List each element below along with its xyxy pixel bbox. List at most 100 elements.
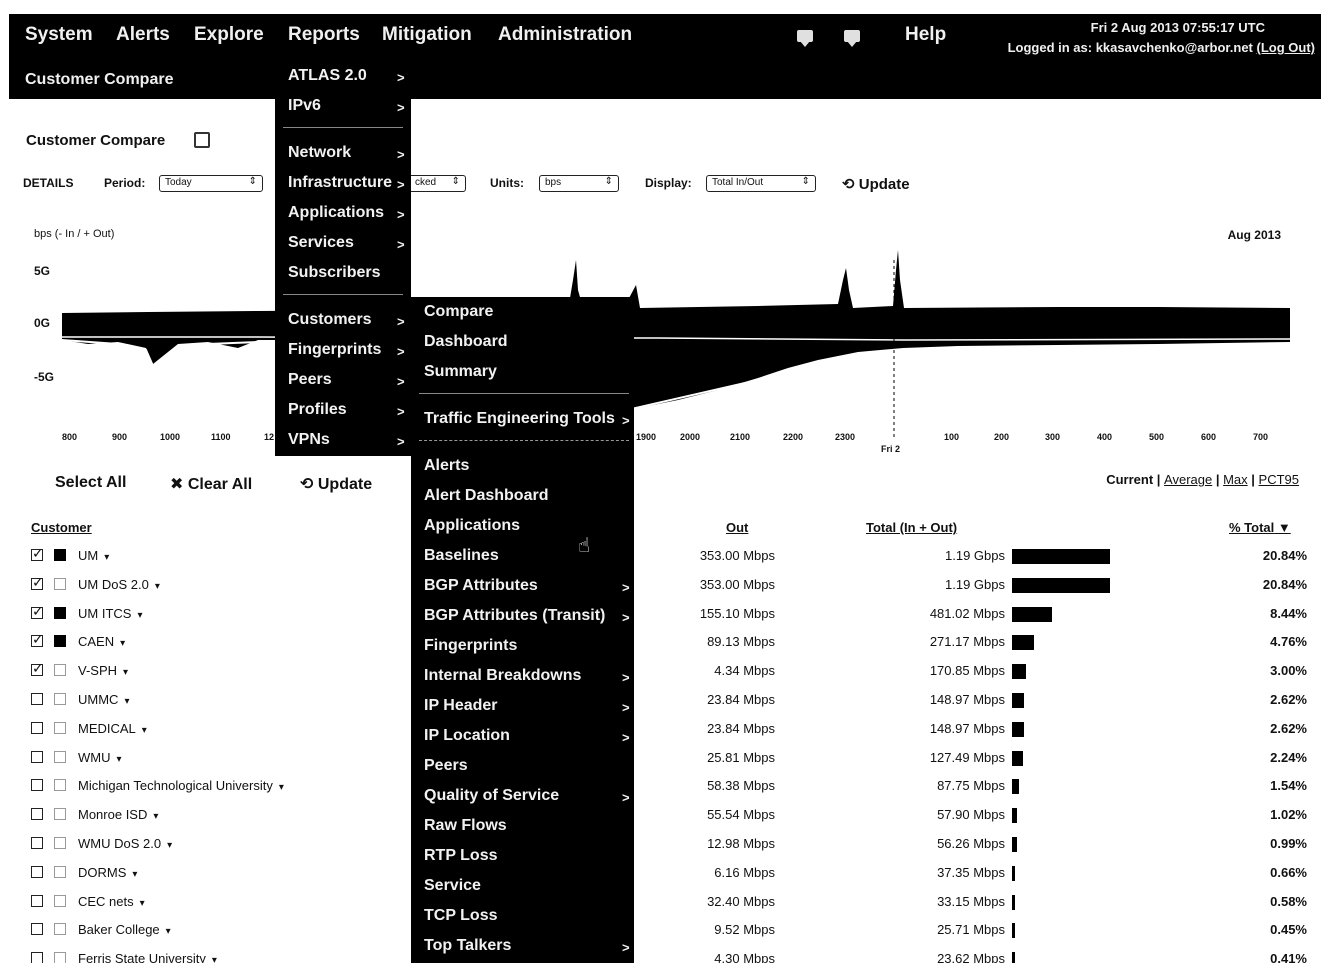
export-icon[interactable]: [194, 132, 210, 148]
menu-item-network[interactable]: Network: [288, 144, 352, 161]
submenu-item-raw-flows[interactable]: Raw Flows: [424, 817, 507, 834]
update-button-top[interactable]: ⟲ Update: [842, 175, 910, 193]
customer-name[interactable]: WMU ▾: [78, 750, 122, 765]
row-checkbox[interactable]: [31, 721, 43, 734]
update-button-bottom[interactable]: ⟲ Update: [300, 474, 372, 494]
row-dropdown-icon[interactable]: ▾: [139, 897, 145, 909]
submenu-item-compare[interactable]: Compare: [424, 303, 494, 320]
submenu-item-bgp-attributes[interactable]: BGP Attributes: [424, 577, 538, 594]
submenu-item-internal-breakdowns[interactable]: Internal Breakdowns: [424, 667, 582, 684]
menu-item-atlas[interactable]: ATLAS 2.0: [288, 67, 367, 84]
nav-alerts[interactable]: Alerts: [116, 24, 170, 45]
customer-name[interactable]: MEDICAL ▾: [78, 721, 147, 736]
row-checkbox[interactable]: [31, 837, 43, 849]
menu-item-peers[interactable]: Peers: [288, 371, 332, 388]
nav-explore[interactable]: Explore: [194, 24, 264, 45]
customer-name[interactable]: CEC nets ▾: [78, 894, 145, 909]
row-checkbox[interactable]: [31, 952, 43, 963]
row-checkbox[interactable]: [31, 693, 43, 705]
column-header-customer[interactable]: Customer: [31, 520, 92, 535]
row-checkbox[interactable]: [31, 894, 43, 907]
submenu-item-ip-location[interactable]: IP Location: [424, 727, 510, 744]
submenu-item-summary[interactable]: Summary: [424, 363, 497, 380]
row-dropdown-icon[interactable]: ▾: [120, 638, 126, 650]
period-select[interactable]: Today ⇕: [159, 175, 263, 192]
submenu-item-alerts[interactable]: Alerts: [424, 457, 470, 474]
submenu-item-ip-header[interactable]: IP Header: [424, 697, 498, 714]
submenu-item-traffic-engineering[interactable]: Traffic Engineering Tools: [424, 410, 615, 427]
customer-name[interactable]: Michigan Technological University ▾: [78, 778, 284, 793]
row-dropdown-icon[interactable]: ▾: [124, 696, 130, 707]
customer-name[interactable]: V-SPH ▾: [78, 663, 128, 678]
menu-item-services[interactable]: Services: [288, 234, 354, 251]
row-dropdown-icon[interactable]: ▾: [165, 926, 171, 938]
row-dropdown-icon[interactable]: ▾: [278, 782, 284, 794]
row-dropdown-icon[interactable]: ▾: [154, 580, 160, 592]
nav-help[interactable]: Help: [905, 24, 947, 45]
row-dropdown-icon[interactable]: ▾: [104, 552, 110, 563]
submenu-item-top-talkers[interactable]: Top Talkers: [424, 937, 512, 954]
menu-item-ipv6[interactable]: IPv6: [288, 97, 321, 114]
submenu-item-quality-of-service[interactable]: Quality of Service: [424, 787, 560, 804]
row-checkbox[interactable]: [31, 779, 43, 792]
customer-name[interactable]: WMU DoS 2.0 ▾: [78, 836, 172, 851]
submenu-item-service[interactable]: Service: [424, 877, 481, 894]
customer-name[interactable]: Baker College ▾: [78, 922, 171, 937]
submenu-item-baselines[interactable]: Baselines: [424, 547, 499, 564]
customer-name[interactable]: CAEN ▾: [78, 634, 125, 649]
row-dropdown-icon[interactable]: ▾: [116, 753, 122, 765]
row-checkbox[interactable]: [31, 923, 43, 936]
column-header-total[interactable]: Total (In + Out): [866, 520, 958, 535]
nav-mitigation[interactable]: Mitigation: [382, 24, 472, 45]
customer-name[interactable]: DORMS ▾: [78, 865, 137, 880]
column-header-out[interactable]: Out: [726, 520, 749, 535]
row-checkbox[interactable]: [31, 545, 44, 562]
view-average[interactable]: Average: [1164, 472, 1213, 487]
chat-icon[interactable]: [797, 30, 813, 47]
row-dropdown-icon[interactable]: ▾: [123, 667, 129, 679]
row-dropdown-icon[interactable]: ▾: [132, 868, 138, 880]
clear-all-button[interactable]: ✖ Clear All: [170, 474, 252, 494]
select-all-button[interactable]: Select All: [55, 474, 127, 491]
menu-item-subscribers[interactable]: Subscribers: [288, 264, 381, 281]
submenu-item-tcp-loss[interactable]: TCP Loss: [424, 907, 498, 924]
row-checkbox[interactable]: [31, 660, 44, 677]
row-checkbox[interactable]: [31, 631, 44, 648]
menu-item-profiles[interactable]: Profiles: [288, 401, 347, 418]
message-icon[interactable]: [844, 30, 860, 47]
nav-system[interactable]: System: [25, 24, 93, 45]
customer-name[interactable]: UMMC ▾: [78, 692, 129, 707]
nav-administration[interactable]: Administration: [498, 24, 633, 45]
stacked-select[interactable]: cked ⇕: [410, 175, 466, 192]
customer-name[interactable]: Ferris State University ▾: [78, 951, 217, 963]
row-checkbox[interactable]: [31, 750, 43, 763]
menu-item-customers[interactable]: Customers: [288, 311, 372, 328]
display-select[interactable]: Total In/Out ⇕: [706, 175, 816, 192]
submenu-item-peers[interactable]: Peers: [424, 757, 468, 774]
row-dropdown-icon[interactable]: ▾: [167, 840, 173, 851]
row-dropdown-icon[interactable]: ▾: [211, 955, 217, 963]
view-max[interactable]: Max: [1223, 472, 1248, 487]
details-toggle[interactable]: DETAILS: [23, 176, 74, 190]
row-dropdown-icon[interactable]: ▾: [153, 811, 159, 823]
row-checkbox[interactable]: [31, 808, 43, 821]
menu-item-applications[interactable]: Applications: [288, 204, 385, 221]
row-dropdown-icon[interactable]: ▾: [141, 724, 147, 736]
submenu-item-dashboard[interactable]: Dashboard: [424, 333, 508, 350]
menu-item-infrastructure[interactable]: Infrastructure: [288, 174, 393, 191]
row-checkbox[interactable]: [31, 603, 44, 620]
view-current[interactable]: Current: [1106, 472, 1154, 487]
column-header-pct-total[interactable]: % Total ▼: [1229, 520, 1291, 535]
customer-name[interactable]: Monroe ISD ▾: [78, 807, 158, 822]
logout-link[interactable]: (Log Out): [1256, 40, 1315, 55]
menu-item-fingerprints[interactable]: Fingerprints: [288, 341, 382, 358]
submenu-item-applications[interactable]: Applications: [424, 517, 521, 534]
submenu-item-alert-dashboard[interactable]: Alert Dashboard: [424, 487, 549, 504]
customer-name[interactable]: UM DoS 2.0 ▾: [78, 577, 160, 592]
submenu-item-rtp-loss[interactable]: RTP Loss: [424, 847, 498, 864]
nav-reports[interactable]: Reports: [288, 24, 360, 45]
submenu-item-bgp-attributes-transit[interactable]: BGP Attributes (Transit): [424, 607, 606, 624]
row-checkbox[interactable]: [31, 574, 44, 591]
customer-name[interactable]: UM ▾: [78, 548, 109, 563]
submenu-item-fingerprints[interactable]: Fingerprints: [424, 637, 518, 654]
